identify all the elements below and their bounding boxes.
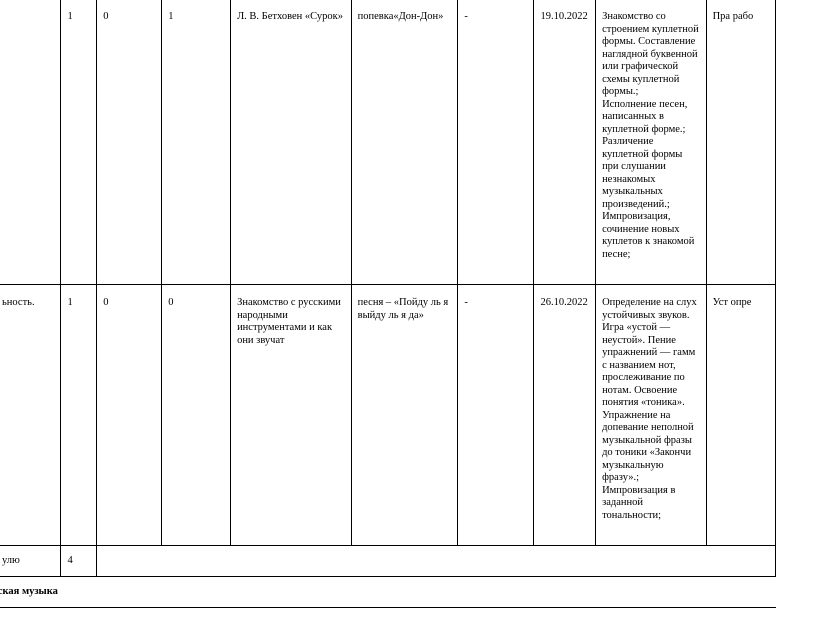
listening-cell: Л. В. Бетховен «Сурок» [230, 0, 352, 285]
total-label: улю [0, 545, 62, 577]
topic-cell: ьность. [0, 284, 62, 546]
total-hours: 4 [60, 545, 98, 577]
music-making-cell: - [457, 0, 535, 285]
activities-cell: Знакомство со строением куплетной формы.… [595, 0, 707, 285]
lesson-plan-table: 1 0 1 Л. В. Бетховен «Сурок» попевка«Дон… [0, 0, 777, 608]
topic-cell [0, 0, 62, 285]
music-making-cell: - [457, 284, 535, 546]
hours-cell: 1 [60, 0, 98, 285]
table-row: ьность. 1 0 0 Знакомство с русскими наро… [0, 284, 777, 546]
practical-hours-cell: 1 [161, 0, 232, 285]
listening-cell: Знакомство с русскими народными инструме… [230, 284, 352, 546]
control-form-cell: Уст опре [705, 284, 777, 546]
table-row: 1 0 1 Л. В. Бетховен «Сурок» попевка«Дон… [0, 0, 777, 285]
total-empty-cell [96, 545, 776, 577]
control-hours-cell: 0 [96, 0, 163, 285]
control-form-cell: Пра рабо [705, 0, 777, 285]
hours-cell: 1 [60, 284, 98, 546]
activities-cell: Определение на слух устойчивых звуков. И… [595, 284, 707, 546]
section-title: ассическая музыка [0, 576, 776, 608]
date-cell: 26.10.2022 [533, 284, 597, 546]
singing-cell: песня – «Пойду ль я выйду ль я да» [350, 284, 459, 546]
control-hours-cell: 0 [96, 284, 163, 546]
section-row: ассическая музыка [0, 576, 776, 608]
practical-hours-cell: 0 [161, 284, 232, 546]
total-row: улю 4 [0, 545, 776, 577]
singing-cell: попевка«Дон-Дон» [350, 0, 459, 285]
date-cell: 19.10.2022 [533, 0, 597, 285]
